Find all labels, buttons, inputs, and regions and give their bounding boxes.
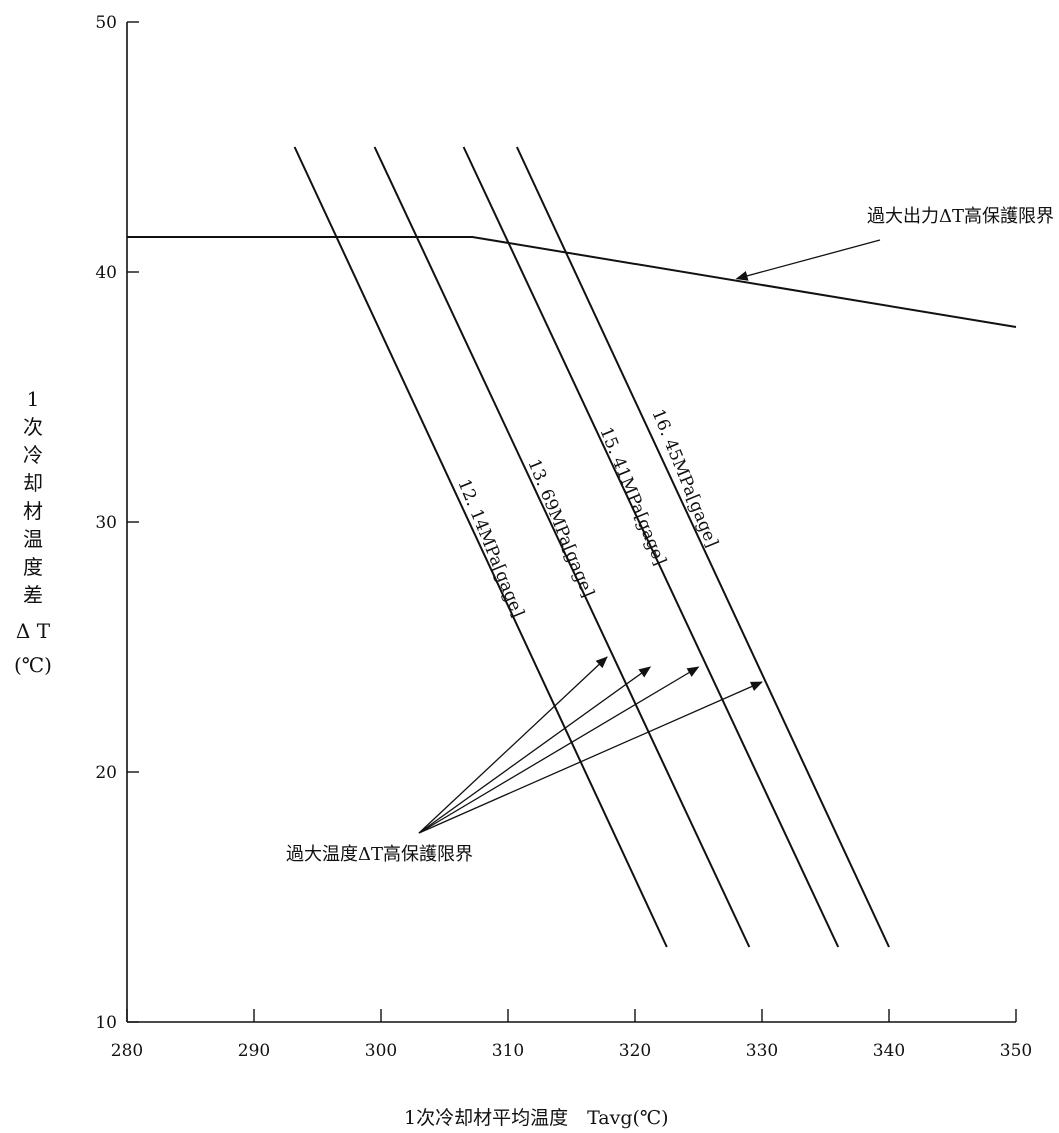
y-axis-title-char: 度: [23, 555, 43, 579]
y-tick-label: 30: [95, 513, 117, 533]
series-lines: [127, 146, 1017, 948]
series-label-16-45: 16. 45MPa[gage]: [647, 406, 721, 550]
overtemp-arrow-16-45: [418, 681, 763, 834]
overtemp-arrow-12-14: [418, 666, 652, 834]
overpower-arrow: [735, 239, 881, 281]
y-axis-title-char: Δ T: [16, 619, 51, 643]
pressure-16-45-line: [515, 146, 890, 948]
axis-ticks: 280 290 300 310 320 330 340 350 10 20 30 40 50: [95, 13, 1032, 1061]
plot-frame: [126, 22, 1016, 1023]
series-label-13-69: 13. 69MPa[gage]: [523, 456, 597, 600]
x-tick-label: 340: [873, 1041, 905, 1061]
overtemp-arrow-15-41: [418, 666, 700, 834]
y-axis-title-char: 冷: [23, 443, 43, 467]
y-tick-label: 50: [95, 13, 117, 33]
y-tick-label: 10: [95, 1013, 117, 1033]
x-tick-label: 280: [111, 1041, 143, 1061]
pressure-15-41-line: [462, 146, 840, 948]
y-axis-title-char: (℃): [14, 653, 52, 677]
overtemp-label: 過大温度ΔT高保護限界: [286, 844, 473, 865]
y-axis-title-char: 却: [23, 471, 43, 495]
x-tick-label: 330: [746, 1041, 778, 1061]
y-axis-title-char: 差: [23, 583, 43, 607]
x-tick-label: 300: [365, 1041, 397, 1061]
x-tick-label: 310: [492, 1041, 524, 1061]
overpower-limit-line: [127, 236, 1017, 328]
annotation-arrows: [418, 239, 881, 834]
y-axis-title-char: 次: [23, 415, 43, 439]
y-tick-label: 20: [95, 763, 117, 783]
x-axis-title: 1次冷却材平均温度 Tavg(℃): [404, 1107, 669, 1129]
x-tick-label: 320: [619, 1041, 651, 1061]
x-tick-label: 290: [238, 1041, 270, 1061]
y-axis-title-char: 材: [23, 499, 43, 523]
series-label-12-14: 12. 14MPa[gage]: [453, 476, 527, 620]
overtemp-arrow-13-69: [418, 656, 608, 834]
y-tick-label: 40: [95, 263, 117, 283]
y-axis-title-char: 温: [23, 527, 43, 551]
overpower-label: 過大出力ΔT高保護限界: [867, 206, 1054, 227]
y-axis-title-char: 1: [27, 387, 40, 411]
series-label-15-41: 15. 41MPa[gage]: [595, 424, 669, 568]
pressure-13-69-line: [373, 146, 751, 948]
x-tick-label: 350: [1000, 1041, 1032, 1061]
pressure-12-14-line: [293, 146, 668, 948]
